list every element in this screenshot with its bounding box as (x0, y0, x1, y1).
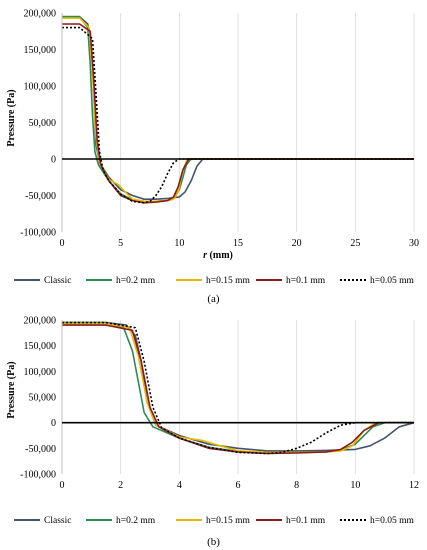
panel-a-y-tick-label: 200,000 (24, 9, 57, 20)
panel-b-legend-label-4: h=0.05 mm (370, 516, 414, 526)
panel-a-legend-label-4: h=0.05 mm (370, 276, 414, 286)
panel-b-x-tick-label: 10 (350, 480, 360, 491)
panel-a-legend-label-1: h=0.2 mm (116, 276, 156, 286)
panel-a-x-tick-label: 5 (118, 238, 123, 249)
panel-b-x-tick-label: 8 (294, 480, 299, 491)
panel-b-x-tick-label: 0 (60, 480, 65, 491)
panel-a-x-tick-label: 25 (350, 238, 360, 249)
panel-a-y-tick-label: 0 (51, 155, 56, 166)
panel-a-x-tick-label: 15 (233, 238, 243, 249)
panel-b-x-tick-label: 6 (236, 480, 241, 491)
panel-a-y-tick-label: -50,000 (25, 191, 56, 202)
panel-b-series-line-3 (62, 324, 414, 455)
panel-a-chart: 200,000 150,000 100,000 50,000 0 -50,000 -100,… (6, 9, 419, 262)
panel-b-legend-label-1: h=0.2 mm (116, 516, 156, 526)
panel-b-y-tick-label: -50,000 (25, 444, 56, 455)
panel-b-x-tick-label: 4 (177, 480, 182, 491)
panel-a-axes (61, 13, 414, 232)
panel-b-tick-labels: 200,000 150,000 100,000 50,000 0 -50,000 -100,… (20, 316, 419, 492)
panel-b-label: (b) (207, 536, 220, 548)
panel-b-series-line-4 (62, 321, 414, 455)
panel-b-x-tick-label: 2 (118, 480, 123, 491)
panel-a-y-tick-label: 100,000 (24, 82, 57, 93)
panel-a-legend: Classic h=0.2 mm h=0.15 mm h=0.1 mm h=0.05 m… (14, 276, 414, 286)
panel-a-y-tick-label: 50,000 (29, 118, 57, 129)
panel-a-x-tick-label: 10 (174, 238, 184, 249)
panel-a-series-line-4 (62, 26, 414, 204)
panel-b-y-tick-label: 200,000 (24, 316, 57, 327)
panel-a-legend-label-2: h=0.15 mm (206, 276, 250, 286)
panel-b-y-tick-label: 100,000 (24, 367, 57, 378)
panel-b-legend-label-0: Classic (44, 516, 71, 526)
panel-b-x-tick-label: 12 (409, 480, 419, 491)
panel-a-series (62, 15, 414, 204)
panel-a-legend-label-3: h=0.1 mm (286, 276, 326, 286)
panel-a-x-tick-label: 0 (60, 238, 65, 249)
panel-a-y-axis-title: Pressure (Pa) (6, 89, 17, 146)
panel-a-legend-label-0: Classic (44, 276, 71, 286)
panel-a-y-tick-label: -100,000 (20, 228, 56, 239)
panel-b-y-tick-label: -100,000 (20, 470, 56, 481)
panel-b-y-axis-title: Pressure (Pa) (6, 361, 17, 418)
panel-b-chart: 200,000 150,000 100,000 50,000 0 -50,000 -100,… (6, 316, 419, 492)
panel-a-x-axis-title: r (mm) (203, 250, 233, 261)
panel-a-tick-labels: 200,000 150,000 100,000 50,000 0 -50,000 -100,… (20, 9, 419, 250)
panel-b-y-tick-label: 0 (51, 418, 56, 429)
panel-b-series-line-2 (62, 322, 414, 454)
panel-b-legend: Classic h=0.2 mm h=0.15 mm h=0.1 mm h=0.05 m… (14, 516, 414, 526)
panel-b-legend-label-2: h=0.15 mm (206, 516, 250, 526)
panel-b-axes (61, 320, 414, 474)
panel-b-series (62, 321, 415, 455)
panel-a-x-tick-label: 20 (292, 238, 302, 249)
panel-a-label: (a) (207, 293, 220, 305)
panel-b-y-tick-label: 150,000 (24, 341, 57, 352)
panel-a-y-tick-label: 150,000 (24, 45, 57, 56)
panel-a-x-tick-label: 30 (409, 238, 419, 249)
panel-b-y-tick-label: 50,000 (29, 393, 57, 404)
panel-b-legend-label-3: h=0.1 mm (286, 516, 326, 526)
